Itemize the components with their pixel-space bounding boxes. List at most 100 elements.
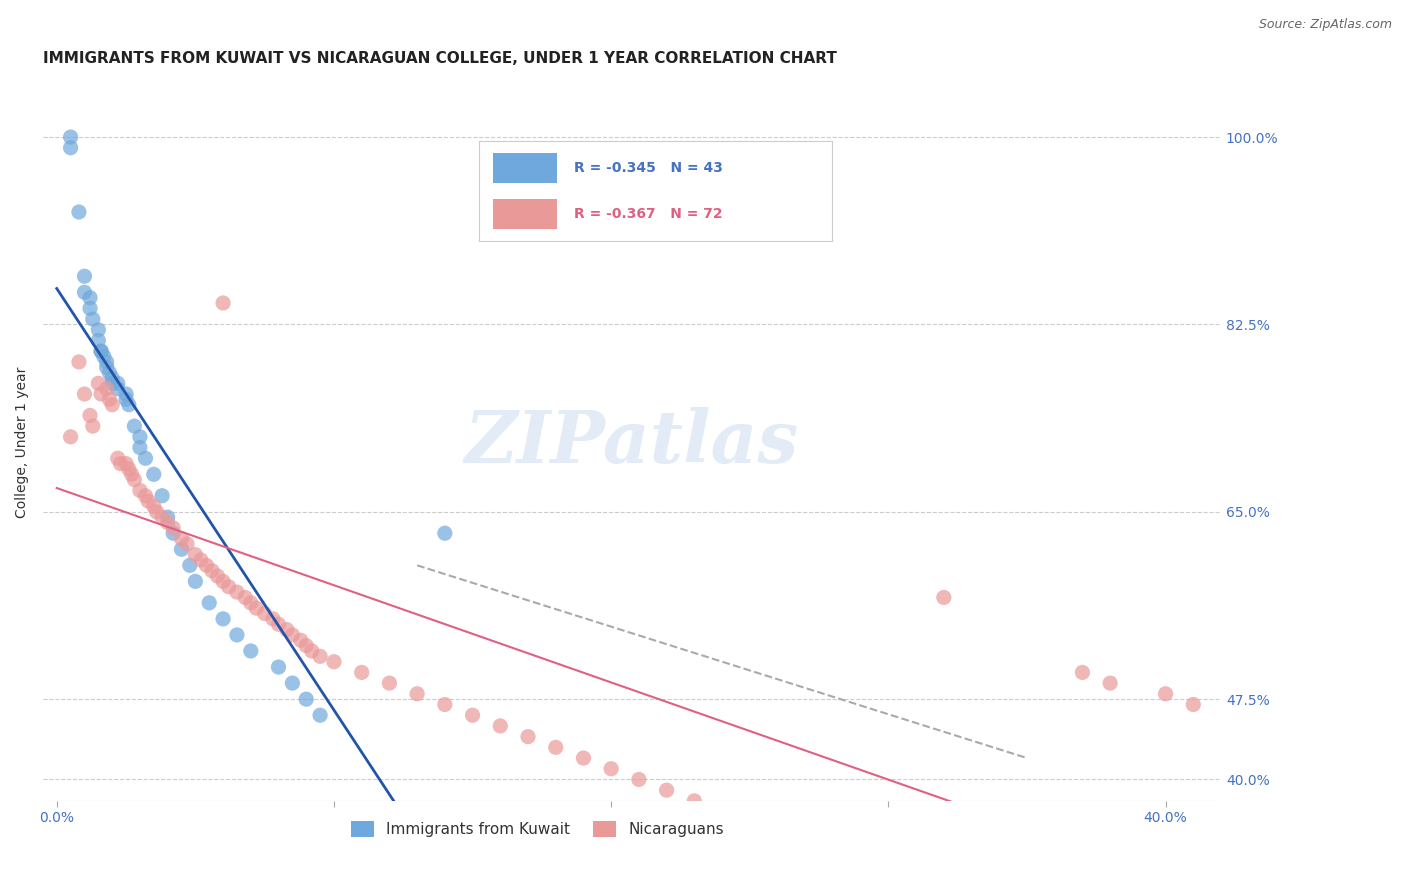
- Nicaraguans: [145, 505, 167, 519]
- Immigrants from Kuwait: [309, 708, 332, 723]
- Nicaraguans: [121, 467, 143, 482]
- Nicaraguans: [262, 612, 284, 626]
- Nicaraguans: [290, 633, 312, 648]
- Nicaraguans: [378, 676, 401, 690]
- Immigrants from Kuwait: [79, 291, 101, 305]
- Legend: Immigrants from Kuwait, Nicaraguans: Immigrants from Kuwait, Nicaraguans: [346, 815, 730, 844]
- Immigrants from Kuwait: [226, 628, 249, 642]
- Immigrants from Kuwait: [134, 451, 156, 466]
- Immigrants from Kuwait: [142, 467, 165, 482]
- Nicaraguans: [301, 644, 323, 658]
- Nicaraguans: [136, 494, 159, 508]
- Nicaraguans: [517, 730, 540, 744]
- Nicaraguans: [96, 382, 118, 396]
- Immigrants from Kuwait: [79, 301, 101, 316]
- Nicaraguans: [150, 510, 173, 524]
- Y-axis label: College, Under 1 year: College, Under 1 year: [15, 367, 30, 518]
- Nicaraguans: [226, 585, 249, 599]
- Nicaraguans: [124, 473, 146, 487]
- Immigrants from Kuwait: [198, 596, 221, 610]
- Immigrants from Kuwait: [267, 660, 290, 674]
- Nicaraguans: [98, 392, 121, 407]
- Nicaraguans: [82, 419, 104, 434]
- Text: Source: ZipAtlas.com: Source: ZipAtlas.com: [1258, 18, 1392, 31]
- Immigrants from Kuwait: [118, 398, 141, 412]
- Nicaraguans: [90, 387, 112, 401]
- Nicaraguans: [156, 516, 179, 530]
- Nicaraguans: [295, 639, 318, 653]
- Immigrants from Kuwait: [96, 355, 118, 369]
- Nicaraguans: [461, 708, 484, 723]
- Nicaraguans: [110, 457, 132, 471]
- Nicaraguans: [142, 500, 165, 514]
- Immigrants from Kuwait: [107, 376, 129, 391]
- Nicaraguans: [253, 607, 276, 621]
- Nicaraguans: [101, 398, 124, 412]
- Immigrants from Kuwait: [59, 141, 82, 155]
- Nicaraguans: [67, 355, 90, 369]
- Nicaraguans: [627, 772, 650, 787]
- Nicaraguans: [239, 596, 262, 610]
- Nicaraguans: [162, 521, 184, 535]
- Nicaraguans: [195, 558, 218, 573]
- Nicaraguans: [1015, 858, 1038, 872]
- Nicaraguans: [821, 826, 844, 840]
- Nicaraguans: [1154, 687, 1177, 701]
- Nicaraguans: [350, 665, 373, 680]
- Immigrants from Kuwait: [170, 542, 193, 557]
- Immigrants from Kuwait: [67, 205, 90, 219]
- Nicaraguans: [544, 740, 567, 755]
- Nicaraguans: [212, 296, 235, 310]
- Nicaraguans: [932, 847, 955, 862]
- Nicaraguans: [1099, 676, 1122, 690]
- Immigrants from Kuwait: [93, 350, 115, 364]
- Immigrants from Kuwait: [101, 371, 124, 385]
- Nicaraguans: [107, 451, 129, 466]
- Nicaraguans: [738, 815, 761, 830]
- Immigrants from Kuwait: [184, 574, 207, 589]
- Nicaraguans: [600, 762, 623, 776]
- Immigrants from Kuwait: [162, 526, 184, 541]
- Immigrants from Kuwait: [96, 360, 118, 375]
- Nicaraguans: [276, 623, 298, 637]
- Nicaraguans: [190, 553, 212, 567]
- Immigrants from Kuwait: [124, 419, 146, 434]
- Immigrants from Kuwait: [59, 130, 82, 145]
- Immigrants from Kuwait: [101, 376, 124, 391]
- Immigrants from Kuwait: [90, 344, 112, 359]
- Immigrants from Kuwait: [87, 323, 110, 337]
- Immigrants from Kuwait: [82, 312, 104, 326]
- Nicaraguans: [309, 649, 332, 664]
- Immigrants from Kuwait: [239, 644, 262, 658]
- Nicaraguans: [207, 569, 229, 583]
- Nicaraguans: [134, 489, 156, 503]
- Immigrants from Kuwait: [129, 430, 152, 444]
- Nicaraguans: [1182, 698, 1205, 712]
- Nicaraguans: [281, 628, 304, 642]
- Nicaraguans: [184, 548, 207, 562]
- Immigrants from Kuwait: [295, 692, 318, 706]
- Text: IMMIGRANTS FROM KUWAIT VS NICARAGUAN COLLEGE, UNDER 1 YEAR CORRELATION CHART: IMMIGRANTS FROM KUWAIT VS NICARAGUAN COL…: [44, 51, 837, 66]
- Nicaraguans: [59, 430, 82, 444]
- Nicaraguans: [572, 751, 595, 765]
- Immigrants from Kuwait: [73, 285, 96, 300]
- Nicaraguans: [129, 483, 152, 498]
- Nicaraguans: [170, 532, 193, 546]
- Nicaraguans: [201, 564, 224, 578]
- Nicaraguans: [115, 457, 138, 471]
- Immigrants from Kuwait: [150, 489, 173, 503]
- Immigrants from Kuwait: [156, 510, 179, 524]
- Nicaraguans: [73, 387, 96, 401]
- Nicaraguans: [245, 601, 267, 615]
- Nicaraguans: [711, 805, 734, 819]
- Nicaraguans: [433, 698, 456, 712]
- Nicaraguans: [176, 537, 198, 551]
- Nicaraguans: [212, 574, 235, 589]
- Immigrants from Kuwait: [87, 334, 110, 348]
- Immigrants from Kuwait: [107, 382, 129, 396]
- Immigrants from Kuwait: [90, 344, 112, 359]
- Nicaraguans: [267, 617, 290, 632]
- Nicaraguans: [877, 837, 900, 851]
- Nicaraguans: [87, 376, 110, 391]
- Nicaraguans: [406, 687, 429, 701]
